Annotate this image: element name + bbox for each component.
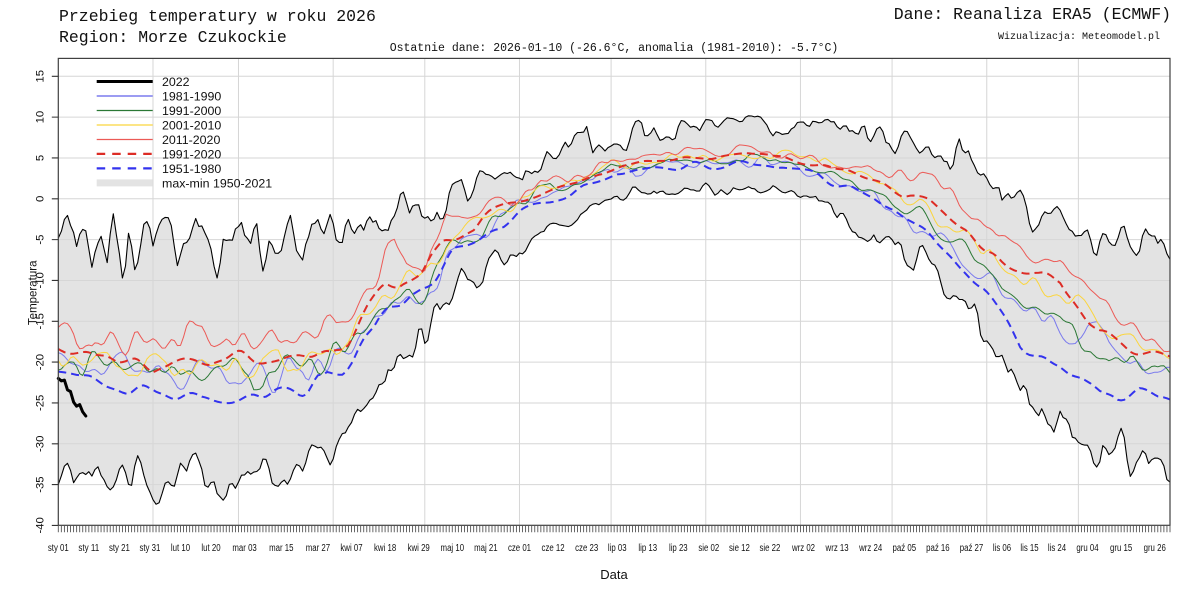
svg-text:lut 10: lut 10 [171,543,191,554]
svg-text:mar 15: mar 15 [269,543,294,554]
svg-text:-20: -20 [35,354,47,370]
svg-text:wrz 24: wrz 24 [858,543,882,554]
svg-text:-35: -35 [35,476,47,492]
svg-text:1991-2000: 1991-2000 [162,104,221,118]
svg-text:2001-2010: 2001-2010 [162,119,221,133]
svg-text:mar 27: mar 27 [306,543,330,554]
svg-text:maj 21: maj 21 [474,543,498,554]
svg-text:Data: Data [600,567,628,582]
svg-text:gru 04: gru 04 [1076,543,1099,554]
svg-text:lip 13: lip 13 [638,543,657,554]
svg-text:5: 5 [35,155,47,161]
svg-text:paź 16: paź 16 [926,543,950,554]
svg-text:mar 03: mar 03 [232,543,257,554]
svg-text:Region: Morze Czukockie: Region: Morze Czukockie [59,28,287,47]
svg-text:2011-2020: 2011-2020 [162,133,220,147]
svg-text:paź 05: paź 05 [893,543,917,554]
svg-text:kwi 07: kwi 07 [340,543,362,554]
svg-text:1981-1990: 1981-1990 [162,90,221,104]
svg-text:sty 31: sty 31 [139,543,160,554]
svg-text:1951-1980: 1951-1980 [162,162,221,176]
svg-text:-10: -10 [35,272,47,288]
svg-text:cze 12: cze 12 [542,543,565,554]
svg-text:sie 02: sie 02 [698,543,719,554]
svg-text:lis 06: lis 06 [993,543,1012,554]
svg-text:10: 10 [35,111,47,124]
svg-text:-30: -30 [35,436,47,452]
svg-text:Temperatura: Temperatura [28,260,40,325]
svg-text:cze 23: cze 23 [575,543,599,554]
svg-text:gru 26: gru 26 [1144,543,1167,554]
svg-text:gru 15: gru 15 [1110,543,1133,554]
svg-text:maj 10: maj 10 [441,543,465,554]
svg-text:sty 01: sty 01 [48,543,69,554]
svg-text:kwi 18: kwi 18 [374,543,397,554]
svg-text:paź 27: paź 27 [960,543,984,554]
svg-text:lip 23: lip 23 [669,543,688,554]
svg-text:-5: -5 [35,235,47,245]
svg-text:Dane: Reanaliza ERA5 (ECMWF): Dane: Reanaliza ERA5 (ECMWF) [894,5,1171,24]
svg-text:15: 15 [35,70,47,83]
svg-text:1991-2020: 1991-2020 [162,148,221,162]
svg-text:max-min 1950-2021: max-min 1950-2021 [162,177,272,191]
svg-text:lip 03: lip 03 [608,543,627,554]
svg-text:sty 11: sty 11 [78,543,99,554]
svg-text:sty 21: sty 21 [109,543,130,554]
svg-text:-40: -40 [35,517,47,533]
svg-text:kwi 29: kwi 29 [408,543,430,554]
svg-text:lis 15: lis 15 [1020,543,1039,554]
svg-text:Ostatnie dane: 2026-01-10 (-26: Ostatnie dane: 2026-01-10 (-26.6°C, anom… [390,42,839,55]
svg-text:Przebieg temperatury w roku 20: Przebieg temperatury w roku 2026 [59,7,376,26]
svg-text:lis 24: lis 24 [1048,543,1067,554]
svg-text:Wizualizacja: Meteomodel.pl: Wizualizacja: Meteomodel.pl [998,31,1160,43]
svg-text:lut 20: lut 20 [201,543,221,554]
svg-text:sie 22: sie 22 [759,543,780,554]
svg-text:2022: 2022 [162,75,190,89]
svg-text:wrz 02: wrz 02 [791,543,815,554]
svg-text:wrz 13: wrz 13 [825,543,849,554]
svg-text:-25: -25 [35,395,47,411]
svg-text:sie 12: sie 12 [729,543,750,554]
svg-text:cze 01: cze 01 [508,543,531,554]
svg-text:0: 0 [35,196,47,202]
svg-text:-15: -15 [35,313,47,329]
